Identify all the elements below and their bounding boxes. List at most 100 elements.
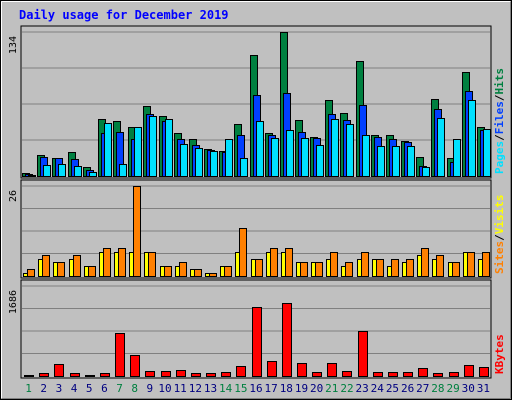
x-tick-label: 14 [219,382,233,395]
bar-kbytes [388,372,398,377]
bar-sites [164,266,172,277]
bar-pages [468,100,476,177]
bar-pages [392,146,400,177]
bar-kbytes [312,372,322,377]
bar-sites [285,248,293,277]
x-tick-label: 30 [462,382,475,395]
bar-sites [103,248,111,277]
bar-pages [43,165,51,177]
bar-kbytes [191,373,201,377]
bar-sites [255,259,263,277]
y-max-label: 1686 [8,290,19,314]
bar-sites [194,269,202,277]
x-tick-label: 21 [325,382,338,395]
bar-kbytes [100,373,110,377]
bar-kbytes [433,373,443,377]
bar-kbytes [145,371,155,377]
bar-sites [361,252,369,277]
x-tick-label: 6 [101,382,108,395]
x-tick-label: 15 [234,382,247,395]
bar-sites [224,266,232,277]
panel-legend: Pages/Files/Hits [493,68,506,174]
series-pages [28,100,491,177]
bar-sites [436,255,444,277]
bar-kbytes [39,373,49,377]
x-tick-label: 13 [204,382,217,395]
y-max-label: 26 [8,190,19,202]
x-tick-label: 19 [295,382,308,395]
bar-sites [239,228,247,277]
bar-kbytes [327,363,337,377]
chart-panels: 134Pages/Files/Hits26Sites/Visits1686KBy… [8,25,506,379]
bar-kbytes [24,375,34,377]
x-tick-label: 3 [56,382,63,395]
bar-kbytes [161,371,171,377]
bar-pages [453,139,461,177]
bar-sites [179,262,187,277]
x-tick-label: 23 [356,382,369,395]
bar-pages [362,135,370,177]
bar-kbytes [70,373,80,377]
panel-legend: Sites/Visits [493,195,506,275]
x-tick-label: 24 [371,382,385,395]
x-tick-label: 2 [40,382,47,395]
x-tick-label: 5 [86,382,93,395]
x-tick-label: 11 [174,382,187,395]
legend-item: Sites [493,241,506,274]
legend-item: Hits [493,68,506,95]
x-tick-label: 28 [431,382,444,395]
bar-kbytes [252,307,262,377]
bar-pages [316,145,324,177]
bar-kbytes [358,331,368,377]
x-tick-label: 20 [310,382,323,395]
x-tick-label: 10 [158,382,171,395]
bar-pages [180,144,188,177]
bar-pages [104,123,112,177]
bar-sites [27,269,35,277]
bar-pages [286,130,294,177]
bar-kbytes [130,355,140,377]
bar-pages [134,127,142,177]
bar-pages [377,146,385,177]
bar-kbytes [418,368,428,377]
bar-pages [165,119,173,177]
x-tick-label: 29 [446,382,459,395]
bar-pages [256,121,264,177]
x-tick-label: 17 [265,382,278,395]
x-tick-label: 7 [116,382,123,395]
bar-pages [89,172,97,177]
bar-pages [331,119,339,177]
bar-pages [28,175,36,177]
bar-kbytes [54,364,64,377]
bar-pages [301,138,309,177]
bar-kbytes [115,333,125,377]
bar-pages [437,118,445,177]
x-axis-labels: 1 2 3 4 5 6 7 8 9 10 11 12 13 14 15 16 17 18 19 20 21 22 23 24 2… [25,382,490,395]
bar-pages [119,164,127,177]
bar-pages [58,164,66,177]
bar-pages [195,148,203,177]
bar-sites [42,255,50,277]
bar-sites [345,262,353,277]
bar-kbytes [342,371,352,377]
bar-sites [330,252,338,277]
bar-kbytes [85,375,95,377]
panel-visits-sites: 26 Sites/Visits [8,179,506,279]
bar-pages [483,129,491,177]
bar-pages [407,146,415,177]
bar-kbytes [403,372,413,377]
bar-pages [422,167,430,177]
bar-pages [271,138,279,177]
bar-kbytes [267,361,277,377]
bar-sites [482,252,490,277]
x-tick-label: 8 [131,382,138,395]
bar-sites [148,252,156,277]
bar-sites [376,259,384,277]
legend-separator: / [493,134,506,141]
chart-title: Daily usage for December 2019 [19,8,229,22]
bar-sites [73,255,81,277]
bar-sites [270,248,278,277]
bar-kbytes [221,372,231,377]
bar-sites [421,248,429,277]
